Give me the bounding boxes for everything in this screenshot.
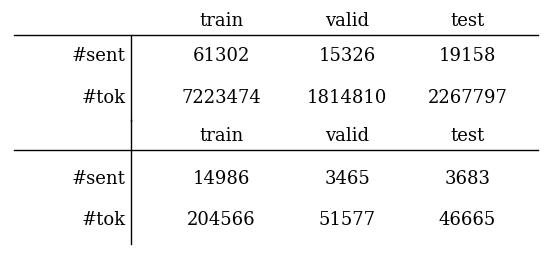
Text: 14986: 14986 (193, 170, 250, 188)
Text: valid: valid (325, 127, 369, 145)
Text: 3683: 3683 (444, 170, 490, 188)
Text: test: test (450, 12, 485, 30)
Text: 3465: 3465 (324, 170, 370, 188)
Text: train: train (199, 12, 243, 30)
Text: #sent: #sent (72, 47, 126, 65)
Text: test: test (450, 127, 485, 145)
Text: 7223474: 7223474 (182, 89, 261, 107)
Text: 1814810: 1814810 (307, 89, 387, 107)
Text: 46665: 46665 (439, 211, 496, 229)
Text: 51577: 51577 (319, 211, 375, 229)
Text: #tok: #tok (82, 89, 126, 107)
Text: train: train (199, 127, 243, 145)
Text: 61302: 61302 (193, 47, 250, 65)
Text: 204566: 204566 (187, 211, 256, 229)
Text: 19158: 19158 (439, 47, 496, 65)
Text: valid: valid (325, 12, 369, 30)
Text: 15326: 15326 (319, 47, 376, 65)
Text: #tok: #tok (82, 211, 126, 229)
Text: 2267797: 2267797 (427, 89, 507, 107)
Text: #sent: #sent (72, 170, 126, 188)
